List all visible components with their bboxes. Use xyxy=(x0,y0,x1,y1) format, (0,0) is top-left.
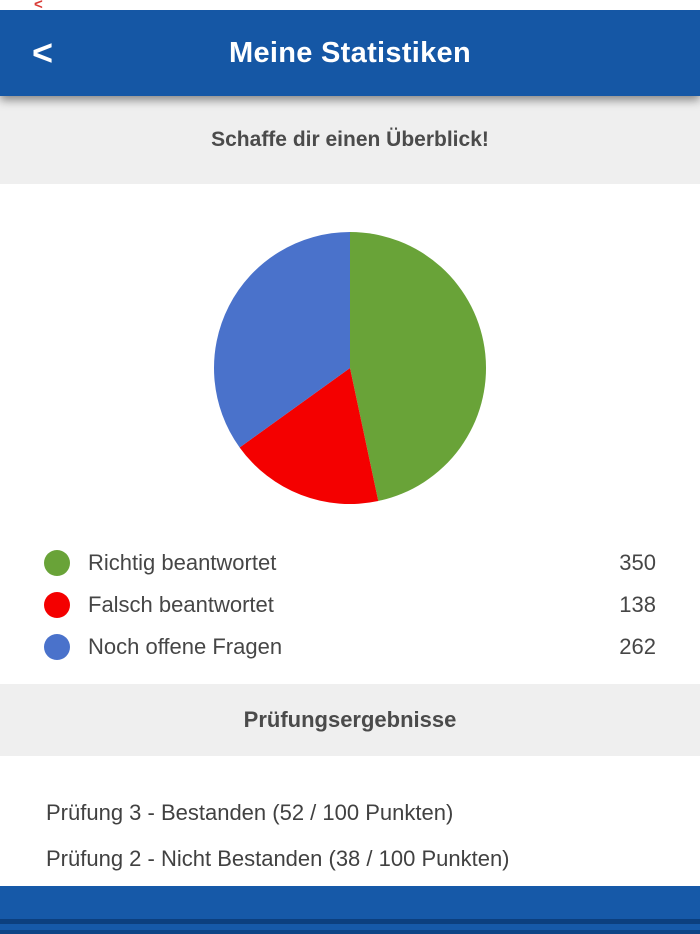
pie-slice-2 xyxy=(213,232,350,448)
pie-slice-1 xyxy=(239,368,379,505)
legend-dot-blue xyxy=(44,634,70,660)
legend-row-open: Noch offene Fragen 262 xyxy=(44,626,656,668)
legend-label: Noch offene Fragen xyxy=(88,634,283,659)
list-item[interactable]: Prüfung 2 - Nicht Bestanden (38 / 100 Pu… xyxy=(46,846,510,871)
page-title: Meine Statistiken xyxy=(229,36,471,69)
pie-slice-0 xyxy=(350,232,487,502)
statistics-chart-section: Richtig beantwortet 350 Falsch beantwort… xyxy=(0,184,700,684)
back-button[interactable]: < xyxy=(32,32,54,73)
status-back-indicator[interactable]: < xyxy=(34,0,43,13)
overview-subtitle: Schaffe dir einen Überblick! xyxy=(211,128,489,151)
list-item[interactable]: Prüfung 3 - Bestanden (52 / 100 Punkten) xyxy=(46,800,454,825)
legend-dot-red xyxy=(44,592,70,618)
legend-value: 138 xyxy=(619,592,656,617)
legend-label: Richtig beantwortet xyxy=(88,550,277,575)
legend-row-correct: Richtig beantwortet 350 xyxy=(44,542,656,584)
overview-band: Schaffe dir einen Überblick! xyxy=(0,96,700,184)
chart-legend: Richtig beantwortet 350 Falsch beantwort… xyxy=(44,542,656,668)
status-strip: < xyxy=(0,0,700,13)
legend-dot-green xyxy=(44,550,70,576)
exam-results-header: Prüfungsergebnisse xyxy=(0,684,700,756)
legend-row-wrong: Falsch beantwortet 138 xyxy=(44,584,656,626)
pie-chart-container xyxy=(212,230,488,506)
pie-chart xyxy=(213,232,487,505)
legend-value: 350 xyxy=(619,550,656,575)
app-header: < Meine Statistiken xyxy=(0,10,700,96)
bottom-bar xyxy=(0,886,700,934)
legend-value: 262 xyxy=(619,634,656,659)
legend-label: Falsch beantwortet xyxy=(88,592,274,617)
exam-results-list: Prüfung 3 - Bestanden (52 / 100 Punkten)… xyxy=(0,756,700,874)
exam-results-title: Prüfungsergebnisse xyxy=(243,707,457,732)
